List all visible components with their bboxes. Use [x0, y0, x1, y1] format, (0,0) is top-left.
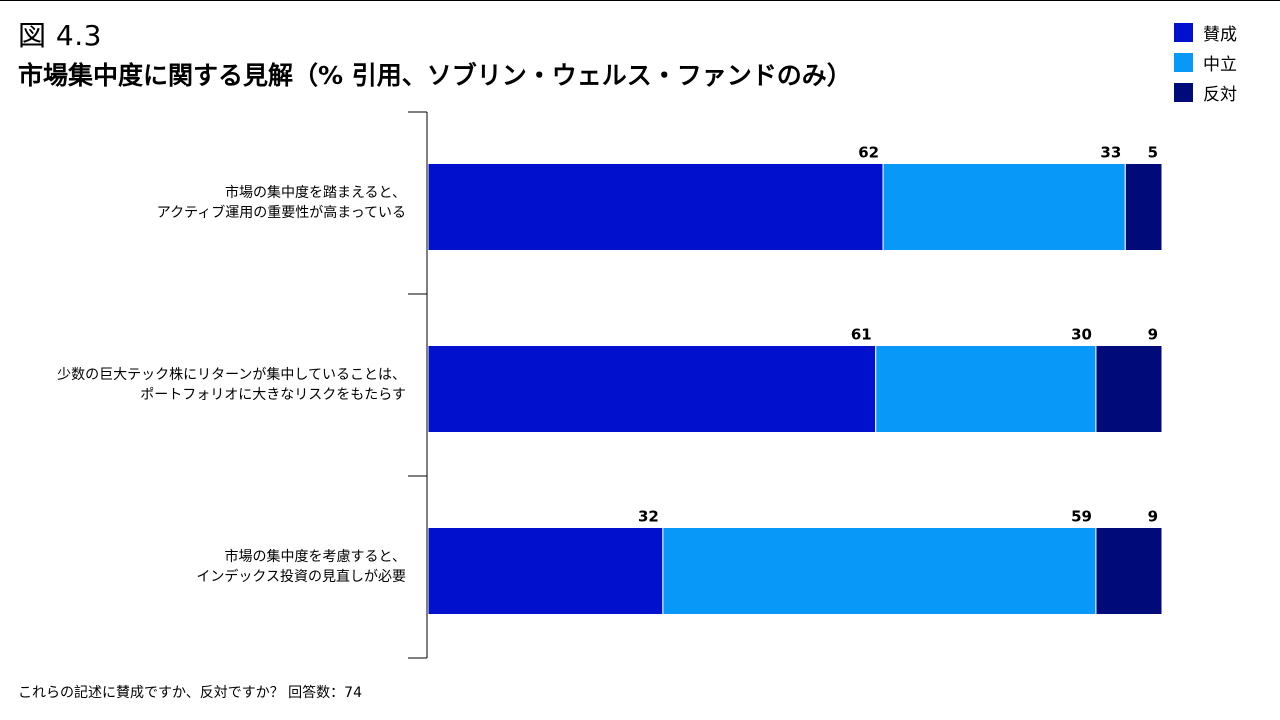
- legend-swatch-disagree: [1174, 82, 1193, 102]
- legend-label-neutral: 中立: [1203, 54, 1237, 75]
- category-label: アクティブ運用の重要性が高まっている: [157, 204, 406, 221]
- bar-segment: [427, 345, 877, 433]
- category-label: 市場の集中度を踏まえると、: [225, 184, 406, 201]
- bar-segment: [1095, 345, 1163, 433]
- legend-label-disagree: 反対: [1203, 84, 1237, 105]
- data-label: 9: [1148, 326, 1158, 344]
- legend-item-disagree: 反対: [1174, 77, 1237, 107]
- category-label: 市場の集中度を考慮すると、: [225, 548, 406, 565]
- legend-label-agree: 賛成: [1203, 24, 1237, 45]
- bar-segment: [1095, 527, 1163, 615]
- data-label: 62: [858, 144, 879, 162]
- bar-segment: [875, 345, 1097, 433]
- bar-segment: [1124, 163, 1163, 251]
- bar-segment: [882, 163, 1126, 251]
- data-label: 59: [1071, 508, 1092, 526]
- bar-segment: [662, 527, 1097, 615]
- category-label: 少数の巨大テック株にリターンが集中していることは、: [57, 366, 406, 383]
- legend-item-neutral: 中立: [1174, 47, 1237, 77]
- chart-title: 市場集中度に関する見解（% 引用、ソブリン・ウェルス・ファンドのみ）: [18, 61, 852, 90]
- bar-segment: [427, 163, 884, 251]
- bar-segment: [427, 527, 664, 615]
- category-label: インデックス投資の見直しが必要: [196, 568, 406, 585]
- data-label: 32: [638, 508, 659, 526]
- category-label: ポートフォリオに大きなリスクをもたらす: [140, 387, 406, 403]
- data-label: 61: [851, 326, 872, 344]
- data-label: 5: [1148, 144, 1158, 162]
- legend-swatch-agree: [1174, 22, 1193, 42]
- top-rule: [0, 0, 1280, 1]
- footnote: これらの記述に賛成ですか、反対ですか？ 回答数：74: [18, 685, 362, 701]
- figure-number: 図 4.3: [18, 19, 102, 52]
- legend-item-agree: 賛成: [1174, 17, 1237, 47]
- data-label: 9: [1148, 508, 1158, 526]
- legend: 賛成 中立 反対: [1174, 17, 1237, 107]
- data-label: 30: [1071, 326, 1092, 344]
- legend-swatch-neutral: [1174, 52, 1193, 72]
- data-label: 33: [1100, 144, 1121, 162]
